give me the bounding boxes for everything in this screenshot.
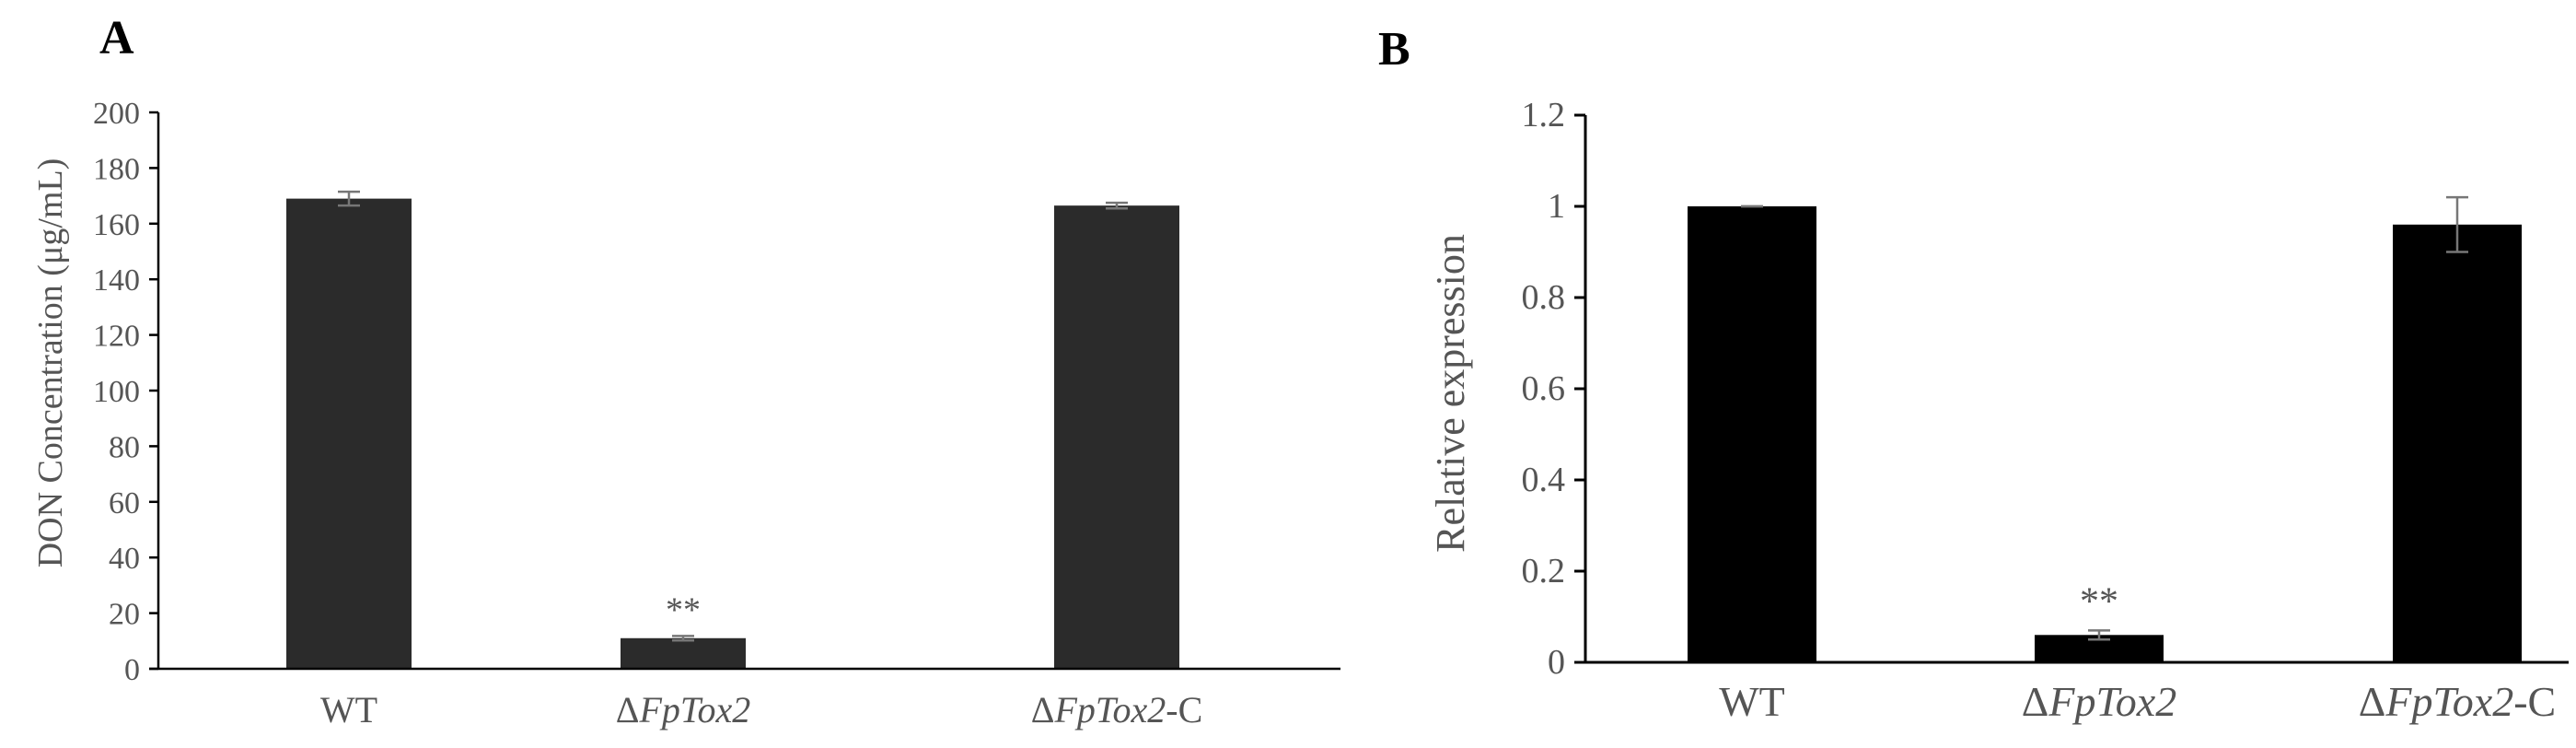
panel-b-bars: ** [1688, 195, 2522, 663]
panel-a-significance-label: ** [666, 590, 701, 629]
panel-a-y-tick-label: 80 [109, 430, 140, 464]
panel-b-x-axis: WT ΔFpTox2 ΔFpTox2-C [1574, 660, 2569, 725]
panel-b-y-tick-label: 0 [1548, 643, 1565, 682]
panel-b-y-tick-label: 1.2 [1522, 96, 1566, 134]
panel-a-y-axis: 0 20 40 60 80 100 120 140 160 180 200 [93, 97, 160, 687]
panel-a-y-tick-label: 60 [109, 486, 140, 520]
panel-b-y-tick-label: 0.8 [1522, 278, 1566, 317]
panel-a-y-tick-label: 140 [93, 263, 140, 298]
panel-a-category-label: WT [320, 689, 377, 730]
panel-b-bar [2393, 224, 2522, 663]
panel-b-y-axis: 0 0.2 0.4 0.6 0.8 1 1.2 [1522, 96, 1587, 682]
panel-b-y-tick-label: 0.4 [1522, 461, 1566, 499]
panel-a-y-tick-label: 40 [109, 542, 140, 576]
panel-b-category-label: ΔFpTox2-C [2359, 678, 2556, 725]
panel-b-category-label: WT [1719, 678, 1785, 725]
panel-a-bar [286, 198, 412, 669]
panel-b-bar [1688, 206, 1816, 662]
panel-a-y-tick-label: 200 [93, 97, 140, 131]
panel-a-y-tick-label: 0 [124, 653, 140, 687]
panel-a-bars: ** [286, 190, 1179, 670]
panel-a: A DON Concentration (μg/mL) 0 20 40 60 80 100… [31, 12, 1340, 730]
panel-a-bar [1054, 205, 1179, 670]
panel-a-y-tick-label: 120 [93, 320, 140, 354]
panel-a-letter: A [99, 12, 134, 64]
panel-a-error-bar [1106, 201, 1128, 210]
panel-a-category-label: ΔFpTox2 [616, 689, 751, 730]
panel-b-category-label: ΔFpTox2 [2022, 678, 2176, 725]
panel-a-y-axis-title: DON Concentration (μg/mL) [31, 158, 70, 568]
panel-b: B Relative expression 00.20.40.60.811.2 … [1378, 23, 2569, 725]
panel-a-error-bar [672, 635, 694, 642]
panel-a-y-tick-label: 180 [93, 152, 140, 186]
panel-b-letter: B [1378, 23, 1410, 76]
panel-b-error-bar [2088, 629, 2110, 641]
panel-a-y-tick-label: 160 [93, 208, 140, 242]
panel-a-x-axis: WT ΔFpTox2 ΔFpTox2-C [149, 667, 1340, 730]
panel-a-bar [621, 637, 746, 669]
panel-a-y-tick-label: 100 [93, 375, 140, 409]
panel-b-significance-label: ** [2080, 580, 2118, 623]
panel-b-y-tick-label: 0.6 [1522, 369, 1566, 408]
panel-b-error-bar [2446, 195, 2468, 253]
panel-a-category-label: ΔFpTox2-C [1031, 689, 1203, 730]
panel-b-y-axis-title: Relative expression [1428, 234, 1473, 553]
panel-a-error-bar [338, 190, 360, 207]
panel-b-y-tick-label: 0.2 [1522, 552, 1566, 590]
panel-a-y-tick-label: 20 [109, 598, 140, 632]
panel-b-y-tick-label: 1 [1548, 187, 1565, 226]
